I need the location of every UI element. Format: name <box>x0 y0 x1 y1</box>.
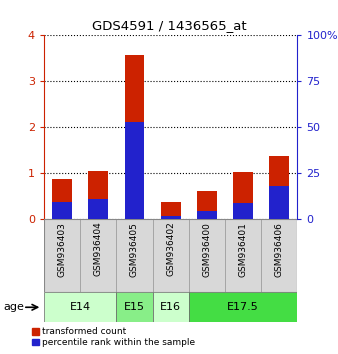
Bar <box>44 292 116 322</box>
Bar <box>52 202 72 219</box>
Bar <box>269 156 289 219</box>
Bar <box>161 216 180 219</box>
Bar <box>161 202 180 219</box>
Text: age: age <box>3 302 24 312</box>
Bar <box>88 199 108 219</box>
Bar <box>88 171 108 219</box>
Bar <box>189 292 297 322</box>
Bar <box>152 292 189 322</box>
Text: GDS4591 / 1436565_at: GDS4591 / 1436565_at <box>92 19 246 33</box>
Bar <box>197 191 217 219</box>
Bar <box>233 172 253 219</box>
Bar <box>189 219 225 292</box>
Bar <box>233 203 253 219</box>
Text: GSM936404: GSM936404 <box>94 222 103 276</box>
Bar <box>124 122 144 219</box>
Bar <box>52 179 72 219</box>
Text: GSM936405: GSM936405 <box>130 222 139 276</box>
Text: GSM936402: GSM936402 <box>166 222 175 276</box>
Bar <box>116 292 152 322</box>
Text: E16: E16 <box>160 302 181 312</box>
Bar <box>152 219 189 292</box>
Bar <box>225 219 261 292</box>
Legend: transformed count, percentile rank within the sample: transformed count, percentile rank withi… <box>31 327 195 347</box>
Text: GSM936403: GSM936403 <box>57 222 67 276</box>
Text: E17.5: E17.5 <box>227 302 259 312</box>
Bar <box>116 219 152 292</box>
Bar <box>261 219 297 292</box>
Text: GSM936401: GSM936401 <box>239 222 248 276</box>
Bar <box>80 219 116 292</box>
Bar <box>124 55 144 219</box>
Text: E15: E15 <box>124 302 145 312</box>
Bar <box>44 219 80 292</box>
Text: GSM936406: GSM936406 <box>275 222 284 276</box>
Bar <box>197 211 217 219</box>
Text: E14: E14 <box>70 302 91 312</box>
Text: GSM936400: GSM936400 <box>202 222 211 276</box>
Bar <box>269 186 289 219</box>
